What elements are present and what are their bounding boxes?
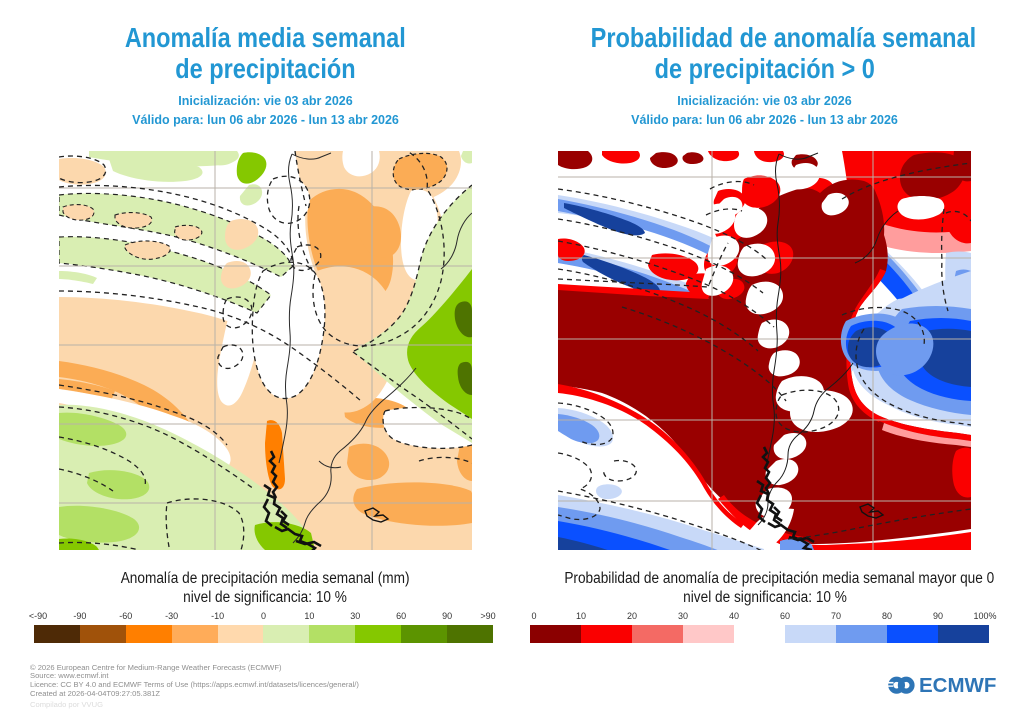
svg-text:ECMWF: ECMWF xyxy=(919,674,996,696)
